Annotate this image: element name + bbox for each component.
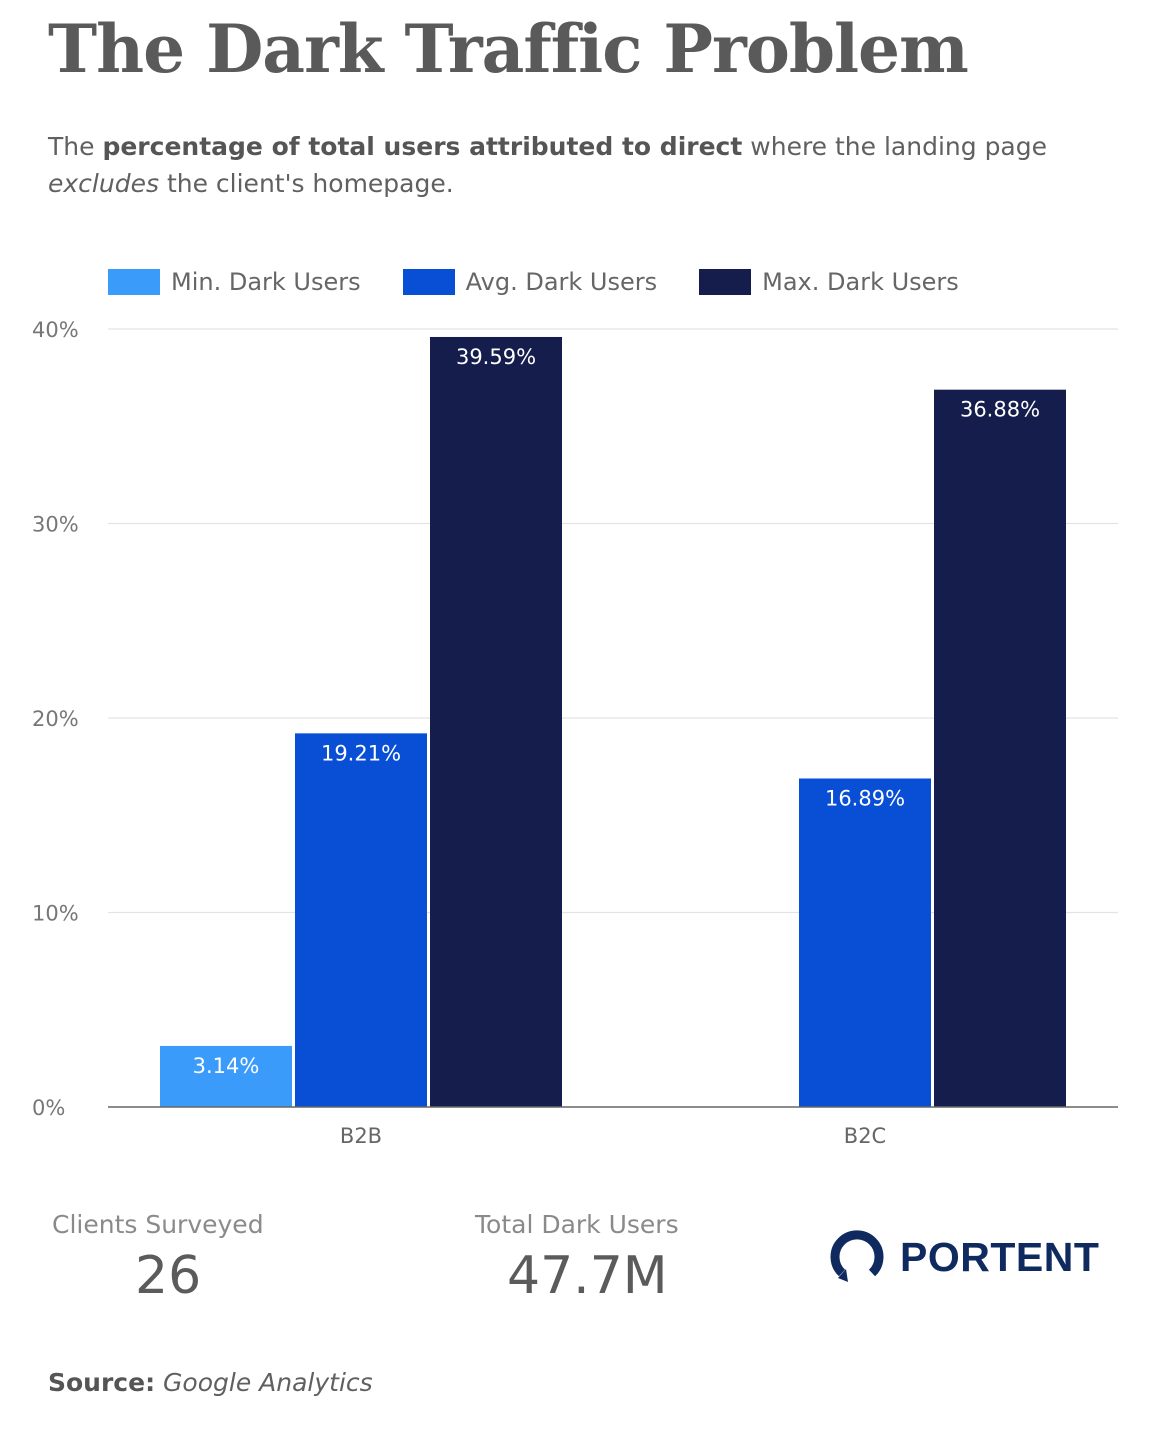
total-dark-users-value: 47.7M — [507, 1246, 668, 1306]
clients-surveyed-label: Clients Surveyed — [52, 1210, 264, 1239]
bar — [430, 336, 562, 1107]
bar-chart: 0% 10% 20% 30% 40% 3.14% 19.21% 39.59% B2B 4.35% 1… — [32, 318, 1118, 1148]
subtitle-text-1: The — [48, 132, 103, 161]
legend-label-avg: Avg. Dark Users — [465, 268, 658, 296]
x-tick-label: B2C — [844, 1124, 886, 1148]
subtitle-text-3: the client's homepage. — [159, 169, 454, 198]
y-tick-label: 30% — [32, 513, 79, 537]
data-label: 4.35% — [697, 1030, 764, 1054]
legend-label-max: Max. Dark Users — [762, 268, 959, 296]
data-label: 16.89% — [825, 786, 905, 810]
chart-title: The Dark Traffic Problem — [48, 10, 969, 88]
legend-label-min: Min. Dark Users — [171, 268, 361, 296]
legend-swatch-avg — [402, 269, 455, 295]
data-label: 39.59% — [456, 345, 536, 369]
portent-logo-text: PORTENT — [900, 1233, 1100, 1280]
subtitle-text-2: where the landing page — [742, 132, 1048, 161]
legend-item-max: Max. Dark Users — [699, 268, 959, 296]
source-value: Google Analytics — [163, 1368, 373, 1397]
legend-swatch-min — [108, 269, 160, 295]
subtitle-italic: excludes — [48, 169, 159, 198]
y-tick-label: 10% — [32, 902, 79, 926]
total-dark-users-label: Total Dark Users — [475, 1210, 679, 1239]
data-label: 3.14% — [193, 1054, 260, 1078]
portent-logo: PORTENT — [828, 1226, 1099, 1288]
legend-item-avg: Avg. Dark Users — [402, 268, 658, 296]
bar — [160, 1045, 292, 1107]
bar — [934, 389, 1066, 1108]
y-tick-label: 40% — [32, 318, 79, 342]
data-label: 36.88% — [960, 398, 1040, 422]
chart-subtitle: The percentage of total users attributed… — [48, 128, 1128, 202]
legend-swatch-max — [699, 269, 752, 295]
legend: Min. Dark Users Avg. Dark Users Max. Dar… — [108, 268, 1001, 296]
subtitle-bold: percentage of total users attributed to … — [102, 132, 743, 161]
source-note: Source: Google Analytics — [48, 1368, 373, 1397]
data-label: 19.21% — [321, 741, 401, 765]
portent-logo-icon — [830, 1230, 884, 1282]
bar — [799, 778, 931, 1107]
y-tick-label: 20% — [32, 707, 79, 731]
x-tick-label: B2B — [340, 1124, 382, 1148]
y-tick-label: 0% — [32, 1096, 65, 1120]
clients-surveyed-value: 26 — [135, 1246, 202, 1306]
source-label: Source: — [48, 1368, 156, 1397]
legend-item-min: Min. Dark Users — [108, 268, 361, 296]
bar — [295, 733, 427, 1107]
